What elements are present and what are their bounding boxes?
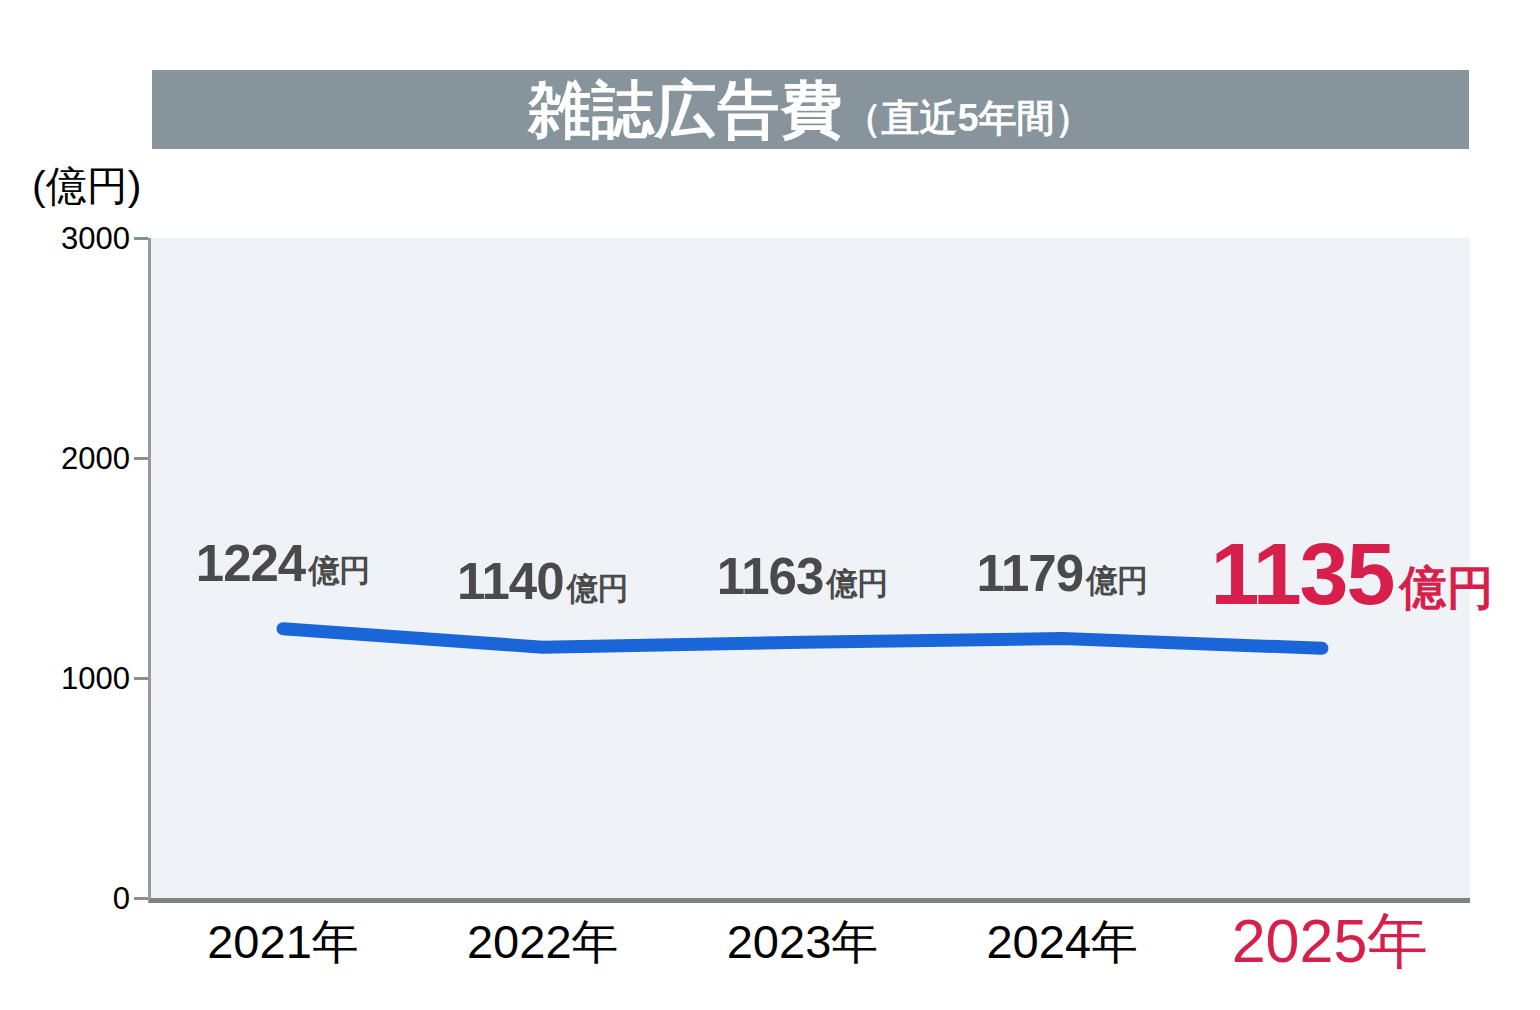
x-axis-label-2024: 2024年 <box>986 918 1138 965</box>
data-label-2023: 1163億円 <box>717 551 889 602</box>
y-tick-label: 1000 <box>30 663 130 694</box>
y-tick-label: 2000 <box>30 443 130 474</box>
y-tick-mark <box>134 237 148 240</box>
y-tick-mark <box>134 457 148 460</box>
y-tick-label: 3000 <box>30 223 130 254</box>
data-label-unit: 億円 <box>826 568 888 599</box>
chart-canvas: 雑誌広告費（直近5年間） (億円) 0 1000 2000 3000 2021年 202… <box>0 0 1540 1010</box>
data-label-value: 1179 <box>976 548 1083 599</box>
data-label-value: 1224 <box>196 538 305 589</box>
y-tick-label: 0 <box>30 883 130 914</box>
data-label-value: 1163 <box>717 551 824 602</box>
data-label-2021: 1224億円 <box>196 538 370 589</box>
y-axis-unit-label: (億円) <box>32 166 141 207</box>
x-axis-label-2023: 2023年 <box>727 918 879 965</box>
data-label-2022: 1140億円 <box>457 556 629 607</box>
data-label-value: 1135 <box>1211 530 1394 618</box>
x-axis-label-2025: 2025年 <box>1232 911 1429 972</box>
chart-subtitle: （直近5年間） <box>843 79 1092 158</box>
x-axis-label-2022: 2022年 <box>467 918 619 965</box>
data-label-unit: 億円 <box>567 573 629 604</box>
chart-title: 雑誌広告費 <box>528 70 843 149</box>
x-axis-label-2021: 2021年 <box>207 918 359 965</box>
y-tick-mark <box>134 897 148 900</box>
chart-title-bar: 雑誌広告費（直近5年間） <box>152 70 1469 149</box>
data-label-value: 1140 <box>457 556 564 607</box>
data-label-2025: 1135億円 <box>1211 530 1494 618</box>
y-tick-mark <box>134 677 148 680</box>
data-label-2024: 1179億円 <box>976 548 1148 599</box>
data-label-unit: 億円 <box>1086 565 1148 596</box>
data-label-unit: 億円 <box>1399 564 1493 611</box>
data-label-unit: 億円 <box>308 555 370 586</box>
